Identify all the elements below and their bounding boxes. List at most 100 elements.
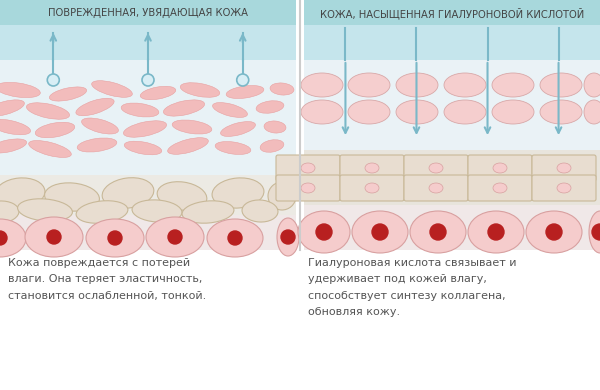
Ellipse shape bbox=[540, 100, 582, 124]
Circle shape bbox=[488, 224, 504, 240]
Ellipse shape bbox=[584, 100, 600, 124]
Ellipse shape bbox=[260, 140, 284, 152]
Ellipse shape bbox=[557, 163, 571, 173]
Ellipse shape bbox=[76, 201, 128, 223]
Circle shape bbox=[281, 230, 295, 244]
Circle shape bbox=[316, 224, 332, 240]
Ellipse shape bbox=[157, 182, 207, 210]
FancyBboxPatch shape bbox=[404, 155, 468, 181]
Ellipse shape bbox=[76, 98, 114, 116]
Ellipse shape bbox=[493, 183, 507, 193]
Bar bbox=[0, 215, 296, 250]
Ellipse shape bbox=[207, 219, 263, 257]
Circle shape bbox=[430, 224, 446, 240]
Ellipse shape bbox=[44, 183, 100, 211]
Circle shape bbox=[592, 224, 600, 240]
Ellipse shape bbox=[365, 163, 379, 173]
Ellipse shape bbox=[121, 103, 159, 117]
Ellipse shape bbox=[301, 183, 315, 193]
Bar bbox=[0, 0, 296, 25]
Ellipse shape bbox=[221, 122, 256, 136]
Ellipse shape bbox=[0, 139, 26, 153]
Text: Кожа повреждается с потерей
влаги. Она теряет эластичность,
становится ослабленн: Кожа повреждается с потерей влаги. Она т… bbox=[8, 258, 206, 301]
Ellipse shape bbox=[212, 178, 264, 208]
FancyBboxPatch shape bbox=[340, 155, 404, 181]
Ellipse shape bbox=[26, 103, 70, 119]
Ellipse shape bbox=[0, 82, 40, 98]
Bar bbox=[304, 150, 600, 205]
Text: Гиалуроновая кислота связывает и
удерживает под кожей влагу,
способствует синтез: Гиалуроновая кислота связывает и удержив… bbox=[308, 258, 517, 317]
Ellipse shape bbox=[429, 183, 443, 193]
Ellipse shape bbox=[493, 163, 507, 173]
FancyBboxPatch shape bbox=[532, 155, 596, 181]
Circle shape bbox=[142, 74, 154, 86]
Ellipse shape bbox=[301, 163, 315, 173]
Bar bbox=[304, 0, 600, 25]
Ellipse shape bbox=[132, 200, 182, 222]
Ellipse shape bbox=[277, 218, 299, 256]
Ellipse shape bbox=[352, 211, 408, 253]
Ellipse shape bbox=[212, 103, 247, 117]
Text: КОЖА, НАСЫЩЕННАЯ ГИАЛУРОНОВОЙ КИСЛОТОЙ: КОЖА, НАСЫЩЕННАЯ ГИАЛУРОНОВОЙ КИСЛОТОЙ bbox=[320, 7, 584, 19]
Ellipse shape bbox=[49, 87, 86, 101]
Ellipse shape bbox=[301, 100, 343, 124]
Circle shape bbox=[108, 231, 122, 245]
Ellipse shape bbox=[146, 217, 204, 257]
Text: ПОВРЕЖДЕННАЯ, УВЯДАЮЩАЯ КОЖА: ПОВРЕЖДЕННАЯ, УВЯДАЮЩАЯ КОЖА bbox=[48, 8, 248, 18]
FancyBboxPatch shape bbox=[468, 175, 532, 201]
Ellipse shape bbox=[270, 83, 294, 95]
Ellipse shape bbox=[226, 85, 264, 99]
Circle shape bbox=[228, 231, 242, 245]
Circle shape bbox=[372, 224, 388, 240]
FancyBboxPatch shape bbox=[532, 175, 596, 201]
Circle shape bbox=[47, 74, 59, 86]
Ellipse shape bbox=[92, 81, 133, 97]
FancyBboxPatch shape bbox=[340, 175, 404, 201]
Ellipse shape bbox=[172, 120, 212, 134]
Ellipse shape bbox=[0, 219, 26, 257]
Ellipse shape bbox=[86, 219, 144, 257]
Ellipse shape bbox=[444, 100, 486, 124]
Ellipse shape bbox=[140, 86, 176, 100]
Ellipse shape bbox=[557, 183, 571, 193]
Ellipse shape bbox=[298, 211, 350, 253]
FancyBboxPatch shape bbox=[276, 155, 340, 181]
Ellipse shape bbox=[182, 201, 234, 223]
Ellipse shape bbox=[468, 211, 524, 253]
Bar bbox=[304, 25, 600, 60]
FancyBboxPatch shape bbox=[468, 155, 532, 181]
FancyBboxPatch shape bbox=[276, 175, 340, 201]
Ellipse shape bbox=[365, 183, 379, 193]
Ellipse shape bbox=[82, 118, 118, 134]
Ellipse shape bbox=[0, 119, 31, 135]
Bar bbox=[0, 60, 296, 175]
Ellipse shape bbox=[526, 211, 582, 253]
Bar bbox=[0, 25, 296, 60]
Ellipse shape bbox=[268, 182, 296, 210]
FancyBboxPatch shape bbox=[404, 175, 468, 201]
Ellipse shape bbox=[264, 121, 286, 133]
Ellipse shape bbox=[256, 101, 284, 113]
Ellipse shape bbox=[540, 73, 582, 97]
Ellipse shape bbox=[396, 73, 438, 97]
Ellipse shape bbox=[102, 178, 154, 208]
Ellipse shape bbox=[180, 83, 220, 97]
Ellipse shape bbox=[584, 73, 600, 97]
Ellipse shape bbox=[242, 200, 278, 222]
Ellipse shape bbox=[124, 141, 162, 155]
Ellipse shape bbox=[444, 73, 486, 97]
Ellipse shape bbox=[163, 100, 205, 116]
Ellipse shape bbox=[492, 73, 534, 97]
Bar bbox=[304, 205, 600, 250]
Ellipse shape bbox=[429, 163, 443, 173]
Ellipse shape bbox=[348, 100, 390, 124]
Ellipse shape bbox=[29, 140, 71, 158]
Ellipse shape bbox=[167, 138, 208, 154]
Circle shape bbox=[546, 224, 562, 240]
Ellipse shape bbox=[396, 100, 438, 124]
Circle shape bbox=[0, 231, 7, 245]
Circle shape bbox=[237, 74, 249, 86]
Ellipse shape bbox=[492, 100, 534, 124]
Bar bbox=[0, 175, 296, 215]
Ellipse shape bbox=[215, 142, 251, 154]
